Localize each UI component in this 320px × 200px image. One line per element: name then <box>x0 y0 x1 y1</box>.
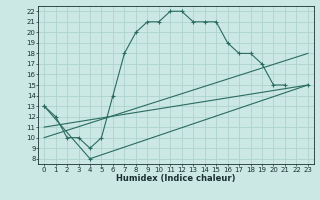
X-axis label: Humidex (Indice chaleur): Humidex (Indice chaleur) <box>116 174 236 183</box>
